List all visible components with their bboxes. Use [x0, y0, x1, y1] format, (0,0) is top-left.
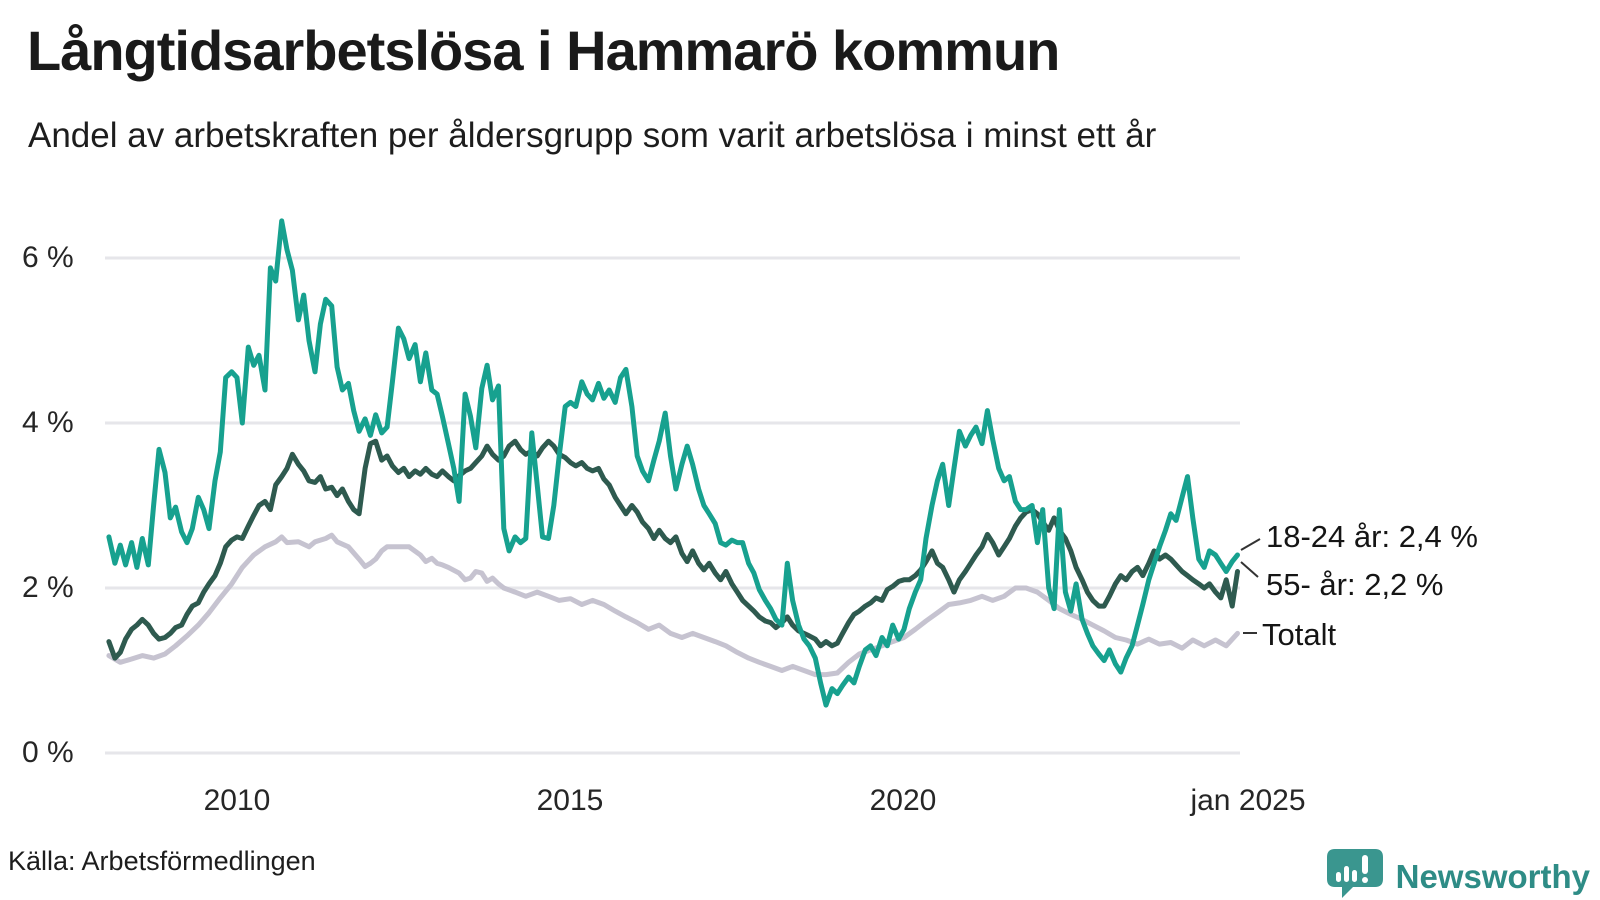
series-end-label-55: 55- år: 2,2 %: [1266, 567, 1444, 602]
page-title: Långtidsarbetslösa i Hammarö kommun: [27, 19, 1060, 82]
annotation-connectors: [1240, 538, 1261, 634]
series-end-label-totalt: Totalt: [1262, 617, 1337, 652]
newsworthy-brand: Newsworthy: [1326, 848, 1590, 900]
x-tick-2020: 2020: [869, 784, 937, 817]
y-tick-0: 0 %: [22, 736, 74, 769]
line-Totalt: [106, 532, 1240, 678]
x-tick-2010: 2010: [203, 784, 271, 817]
y-tick-6: 6 %: [22, 241, 74, 274]
gridlines: [105, 256, 1240, 755]
newsworthy-logo-icon: [1326, 848, 1386, 900]
series-end-label-18-24: 18-24 år: 2,4 %: [1266, 519, 1478, 554]
line-55- år: [106, 438, 1240, 661]
chart-subtitle: Andel av arbetskraften per åldersgrupp s…: [28, 116, 1157, 155]
y-tick-2: 2 %: [22, 571, 74, 604]
source-attribution: Källa: Arbetsförmedlingen: [8, 846, 316, 876]
newsworthy-wordmark: Newsworthy: [1395, 857, 1590, 895]
y-tick-4: 4 %: [22, 406, 74, 439]
x-tick-jan-2025: jan 2025: [1190, 784, 1306, 817]
x-tick-2015: 2015: [536, 784, 604, 817]
line-18-24 år: [106, 218, 1240, 708]
series-lines: [106, 218, 1240, 708]
